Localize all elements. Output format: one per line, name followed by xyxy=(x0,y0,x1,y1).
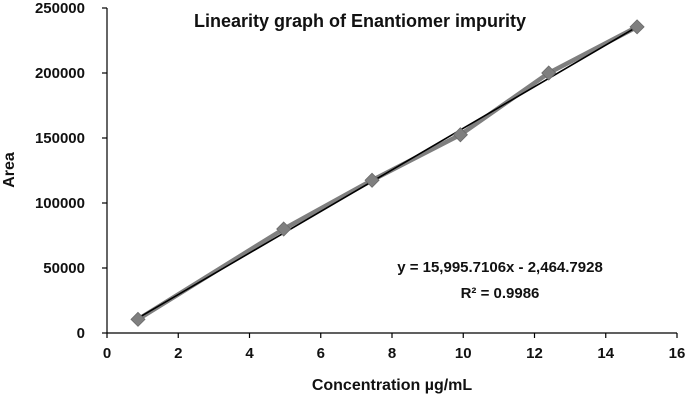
r-squared-label: R² = 0.9986 xyxy=(461,285,540,302)
x-tick-label: 0 xyxy=(103,345,111,362)
y-tick-label: 150000 xyxy=(35,130,85,147)
data-point xyxy=(452,127,468,143)
data-point xyxy=(130,311,146,327)
y-axis-title: Area xyxy=(1,152,18,188)
plot-area xyxy=(130,19,645,327)
x-tick-label: 16 xyxy=(669,345,685,362)
x-tick-label: 2 xyxy=(174,345,182,362)
x-tick-label: 8 xyxy=(388,345,396,362)
y-tick-label: 200000 xyxy=(35,65,85,82)
y-ticks: 0 50000 100000 150000 200000 250000 xyxy=(35,0,107,342)
x-tick-label: 12 xyxy=(526,345,543,362)
x-tick-label: 6 xyxy=(317,345,325,362)
x-tick-label: 10 xyxy=(455,345,472,362)
data-point xyxy=(629,19,645,35)
chart-title: Linearity graph of Enantiomer impurity xyxy=(194,11,526,31)
x-ticks: 0 2 4 6 8 10 12 14 16 xyxy=(103,333,685,362)
data-point xyxy=(364,172,380,188)
y-tick-label: 0 xyxy=(77,325,85,342)
data-series-line xyxy=(136,24,639,322)
y-tick-label: 250000 xyxy=(35,0,85,17)
y-tick-label: 50000 xyxy=(43,260,85,277)
x-tick-label: 4 xyxy=(245,345,254,362)
data-point xyxy=(276,221,292,237)
trendline-equation: y = 15,995.7106x - 2,464.7928 xyxy=(397,259,603,276)
x-tick-label: 14 xyxy=(597,345,614,362)
data-point xyxy=(541,65,557,81)
y-tick-label: 100000 xyxy=(35,195,85,212)
x-axis-title: Concentration µg/mL xyxy=(312,377,473,394)
